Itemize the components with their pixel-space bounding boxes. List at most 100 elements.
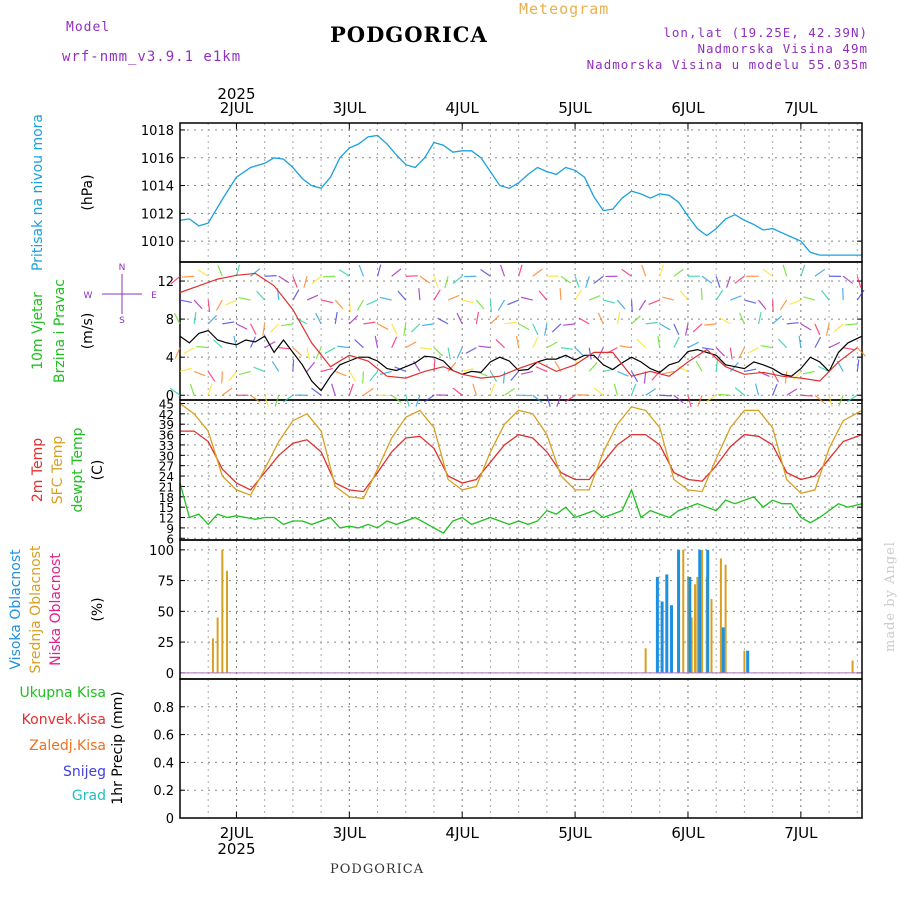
- precip-legend-label: Snijeg: [63, 764, 106, 780]
- wind-arrow: [638, 299, 647, 311]
- y-tick-label: 12: [157, 275, 174, 290]
- sfc-temp-line: [179, 402, 863, 500]
- wind-arrow: [630, 383, 637, 396]
- wind-arrow: [250, 268, 261, 277]
- wind-arrow: [189, 383, 195, 396]
- wind-arrow: [738, 347, 745, 359]
- wind-arrow: [197, 269, 209, 277]
- high-cloud-bar: [706, 549, 710, 673]
- wind-arrow: [718, 393, 731, 396]
- wind-arrow: [212, 339, 223, 349]
- mid-cloud-bar: [690, 617, 693, 673]
- wind-arrow: [825, 323, 830, 336]
- wind-arrow: [271, 361, 280, 372]
- temp2m-line: [180, 430, 863, 493]
- y-tick-label: 33: [159, 439, 174, 453]
- wind-arrow: [684, 323, 689, 336]
- wind-arrow: [828, 395, 833, 408]
- wind-arrow: [419, 275, 431, 284]
- wind-arrow: [701, 275, 713, 284]
- wind-arrow: [334, 370, 347, 377]
- wind-arrow: [719, 317, 731, 325]
- wind-arrow: [593, 387, 604, 396]
- high-cloud-bar: [688, 576, 692, 673]
- wind-arrow: [250, 336, 256, 348]
- mid-cloud-bar: [644, 648, 647, 673]
- mid-cloud-bar: [701, 549, 704, 673]
- wind-arrow: [499, 264, 506, 277]
- wind-arrow: [597, 312, 604, 325]
- wind-arrow: [574, 289, 582, 301]
- wind-arrow: [613, 383, 618, 396]
- y-tick-label: 0: [166, 812, 174, 827]
- y-tick-label: 27: [159, 460, 174, 474]
- wind-arrow: [269, 323, 280, 333]
- wind-arrow: [559, 288, 562, 301]
- wind-arrow: [264, 395, 269, 407]
- y-tick-label: 12: [159, 512, 174, 526]
- day-label-bottom: 4JUL: [446, 824, 480, 842]
- wind-arrow: [700, 288, 703, 301]
- wind-arrow: [376, 264, 382, 277]
- wind-arrow: [456, 347, 463, 359]
- wind-arrow: [207, 371, 216, 382]
- wind-arrow: [410, 323, 421, 333]
- precip-legend-label: Zaledj.Kisa: [29, 738, 106, 754]
- wind-arrow: [391, 268, 402, 277]
- y-tick-label: 8: [166, 313, 174, 328]
- wind-arrow: [233, 335, 238, 348]
- mid-cloud-bar: [851, 660, 854, 673]
- wind-arrow: [374, 335, 379, 348]
- wind-arrow: [504, 388, 515, 396]
- wind-arrow: [331, 383, 336, 396]
- wind-arrow: [334, 311, 338, 324]
- coords-label: lon,lat (19.25E, 42.39N): [663, 25, 868, 40]
- wind-arrow: [821, 290, 830, 301]
- wind-arrow: [217, 264, 223, 277]
- gust-line: [179, 272, 858, 382]
- wind-arrow: [292, 276, 298, 288]
- panel-frame: [179, 678, 863, 819]
- y-tick-label: 0: [166, 667, 174, 682]
- y-tick-label: 39: [159, 418, 174, 432]
- wind-arrow: [311, 275, 322, 285]
- high-cloud-bar: [660, 601, 664, 673]
- y-tick-label: 36: [159, 429, 174, 443]
- compass-n: N: [119, 263, 126, 273]
- wind-arrow: [193, 311, 197, 324]
- wind-arrow: [183, 347, 195, 355]
- wind-arrow: [363, 321, 376, 325]
- wind-arrow: [174, 347, 181, 359]
- wind-arrow: [593, 275, 604, 284]
- mid-cloud-bar: [682, 549, 685, 673]
- y-tick-label: 1014: [141, 180, 174, 195]
- wind-arrow: [207, 314, 218, 325]
- wind-arrow: [207, 383, 213, 396]
- wind-arrow: [391, 394, 402, 403]
- wind-arrow: [546, 341, 558, 349]
- wind-arrow: [447, 361, 457, 372]
- wind-arrow: [564, 394, 576, 403]
- y-tick-label: 75: [157, 575, 174, 590]
- wind-arrow: [170, 275, 181, 285]
- mid-cloud-bar: [211, 638, 214, 673]
- wind-arrow: [782, 264, 788, 277]
- wind-arrow: [391, 323, 398, 335]
- wind-arrow: [659, 323, 671, 331]
- wind-arrow: [510, 371, 520, 381]
- high-cloud-bar: [665, 574, 669, 673]
- wind-arrow: [779, 299, 788, 311]
- wind-arrow: [578, 317, 590, 325]
- y-tick-label: 1012: [141, 207, 174, 222]
- wind-arrow: [532, 268, 543, 277]
- wind-arrow: [173, 312, 181, 325]
- wind-arrow: [789, 299, 802, 305]
- wind-arrow: [856, 347, 867, 357]
- wind-arrow: [730, 295, 742, 301]
- precip-legend-label: Grad: [72, 788, 106, 804]
- high-cloud-bar: [698, 549, 702, 673]
- wind-arrow: [786, 322, 799, 325]
- wind-arrow: [303, 276, 308, 289]
- wind-arrow: [856, 289, 865, 301]
- axis-title: Pritisak na nivou mora: [30, 114, 46, 271]
